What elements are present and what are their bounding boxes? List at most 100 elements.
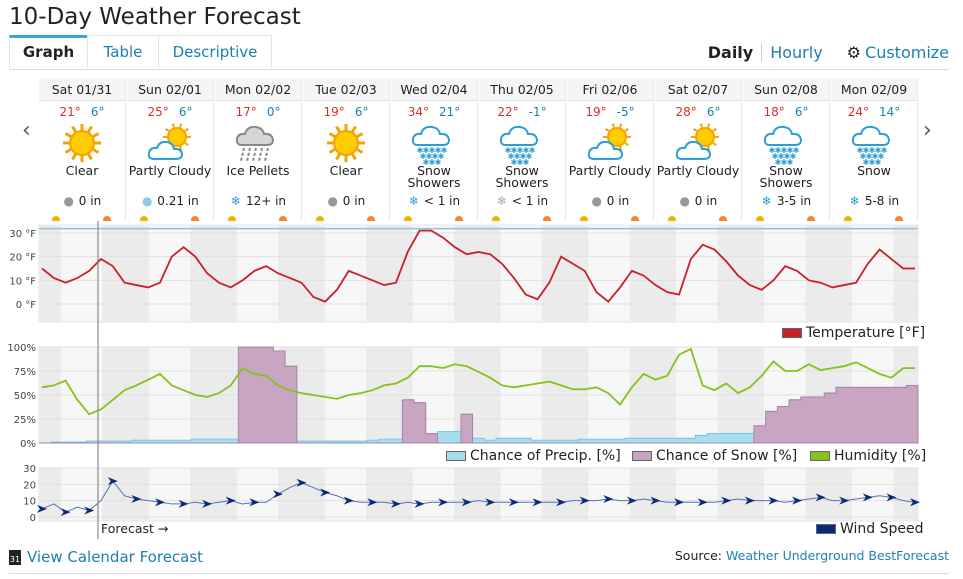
tab-descriptive[interactable]: Descriptive xyxy=(158,35,272,68)
precip-amount: ❄ 5-8 in xyxy=(831,194,917,208)
source-link[interactable]: Weather Underground BestForecast xyxy=(726,548,949,563)
customize-label: Customize xyxy=(865,43,949,62)
raindrop-icon: ● xyxy=(63,194,75,208)
sunrise-icon xyxy=(668,216,676,221)
svg-text:✱: ✱ xyxy=(772,152,779,161)
precip-value: 0.21 in xyxy=(157,194,199,208)
source-note: Source: Weather Underground BestForecast xyxy=(675,548,949,563)
svg-text:✱: ✱ xyxy=(417,146,424,155)
svg-text:✱: ✱ xyxy=(435,146,442,155)
night-band xyxy=(717,468,743,521)
y-tick-label: 30 xyxy=(23,464,36,475)
tab-table[interactable]: Table xyxy=(87,35,159,68)
snow-icon: ✱ ✱ ✱ ✱ ✱ ✱ ✱ ✱ ✱ ✱ ✱ ✱ xyxy=(498,121,546,167)
daily-toggle[interactable]: Daily xyxy=(707,43,754,62)
day-name: Sat 02/07 xyxy=(655,79,741,101)
svg-text:✱: ✱ xyxy=(872,152,879,161)
y-tick-label: 0 xyxy=(30,513,36,524)
view-calendar-link[interactable]: 31 View Calendar Forecast xyxy=(9,548,203,566)
svg-text:✱: ✱ xyxy=(869,158,876,165)
svg-text:✱: ✱ xyxy=(420,152,427,161)
hourly-toggle[interactable]: Hourly xyxy=(770,43,823,62)
sunrise-icon xyxy=(52,216,60,221)
wind-arrow-icon xyxy=(390,499,401,508)
wind-arrow-icon xyxy=(272,490,283,499)
day-temps: 28° 6° xyxy=(655,105,741,119)
svg-text:✱: ✱ xyxy=(508,152,515,161)
wind-arrow-icon xyxy=(626,496,637,505)
svg-text:✱: ✱ xyxy=(517,158,524,165)
wind-arrow-icon xyxy=(744,496,755,505)
precip-amount: ● 0 in xyxy=(567,194,653,208)
day-column: Thu 02/05 22° -1° ✱ ✱ ✱ ✱ ✱ ✱ ✱ ✱ ✱ ✱ ✱ ✱ Snow Showers ❄… xyxy=(479,79,566,221)
sunrise-icon xyxy=(228,216,236,221)
svg-text:✱: ✱ xyxy=(863,146,870,155)
sun-indicators xyxy=(567,213,653,221)
previous-arrow-icon[interactable]: ‹ xyxy=(22,118,31,143)
sun-icon xyxy=(322,121,370,165)
night-band xyxy=(654,225,677,322)
day-name: Sat 01/31 xyxy=(39,79,125,101)
svg-text:✱: ✱ xyxy=(514,152,521,161)
forecast-graph-svg: 30 °F 20 °F 10 °F 0 °F 100% 75% 50% 25% 0% 30 20 10… xyxy=(7,221,920,539)
day-temps: 19° -5° xyxy=(567,105,653,119)
night-band xyxy=(214,468,237,521)
condition-label: Snow Showers xyxy=(495,163,549,190)
partly-cloudy-icon xyxy=(146,121,194,165)
night-band xyxy=(453,225,479,322)
precip-amount: ● 0 in xyxy=(39,194,125,208)
wind-arrow-icon xyxy=(131,495,142,504)
y-tick-label: 10 xyxy=(23,497,36,508)
high-temp: 21° xyxy=(59,105,81,119)
night-band xyxy=(742,468,765,521)
wind-arrow-icon xyxy=(438,498,449,507)
wind-arrow-icon xyxy=(697,498,708,507)
next-arrow-icon[interactable]: › xyxy=(923,118,932,143)
tab-graph[interactable]: Graph xyxy=(9,35,88,68)
precip-amount: ❄ 3-5 in xyxy=(743,194,829,208)
svg-text:✱: ✱ xyxy=(429,158,436,165)
wind-arrow-icon xyxy=(60,508,71,517)
svg-text:✱: ✱ xyxy=(505,146,512,155)
svg-text:✱: ✱ xyxy=(793,146,800,155)
wind-arrow-icon xyxy=(461,498,472,507)
y-tick-label: 50% xyxy=(14,391,36,402)
night-band xyxy=(190,468,215,521)
sunset-icon xyxy=(191,216,199,221)
night-band xyxy=(893,468,918,521)
svg-text:✱: ✱ xyxy=(435,158,442,165)
condition-label: Partly Cloudy xyxy=(128,163,212,178)
night-band xyxy=(126,225,149,322)
night-band xyxy=(302,468,325,521)
low-temp: 6° xyxy=(706,105,721,119)
high-temp: 24° xyxy=(847,105,869,119)
wind-arrow-icon xyxy=(414,499,425,508)
legend-temperature: Temperature [°F] xyxy=(782,325,925,341)
svg-text:✱: ✱ xyxy=(778,152,785,161)
customize-button[interactable]: ⚙ Customize xyxy=(847,43,949,62)
night-band xyxy=(541,468,567,521)
sunrise-icon xyxy=(492,216,500,221)
legend-precip: Chance of Precip. [%] xyxy=(446,448,621,464)
legend-swatch xyxy=(816,524,836,534)
high-temp: 18° xyxy=(763,105,785,119)
wind-arrow-icon xyxy=(154,498,165,507)
y-tick-label: 20 xyxy=(23,480,36,491)
legend-label: Chance of Precip. [%] xyxy=(470,448,621,464)
svg-text:✱: ✱ xyxy=(860,152,867,161)
sunset-icon xyxy=(103,216,111,221)
high-temp: 22° xyxy=(497,105,519,119)
day-name: Wed 02/04 xyxy=(391,79,477,101)
day-name: Tue 02/03 xyxy=(303,79,389,101)
night-band xyxy=(629,225,655,322)
raindrop-icon: ● xyxy=(142,194,153,208)
svg-text:✱: ✱ xyxy=(787,146,794,155)
sun-indicators xyxy=(391,213,477,221)
legend-swatch xyxy=(782,328,802,338)
day-column: Sun 02/08 18° 6° ✱ ✱ ✱ ✱ ✱ ✱ ✱ ✱ ✱ ✱ ✱ ✱ Snow Showers ❄ 3… xyxy=(743,79,830,221)
wind-arrow-icon xyxy=(839,496,850,505)
high-temp: 28° xyxy=(675,105,697,119)
night-band xyxy=(390,468,413,521)
precip-value: 0 in xyxy=(694,194,718,208)
night-band xyxy=(805,225,831,322)
